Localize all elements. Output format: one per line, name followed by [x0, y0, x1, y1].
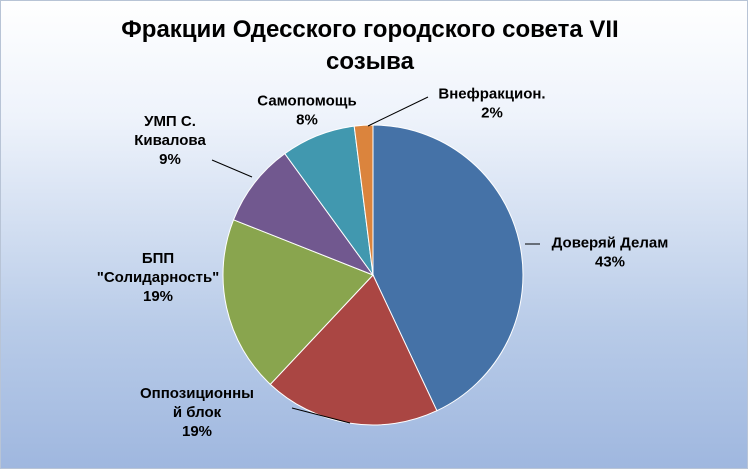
chart-title-line-1: Фракции Одесского городского совета VII — [121, 16, 619, 43]
pie-slice-внефракцион — [353, 124, 374, 276]
pie-slice-доверяй-делам — [372, 124, 524, 412]
data-label-умп-с-кивалова: УМП С. Кивалова 9% — [134, 113, 206, 168]
leader-line-оппозиционный-блок — [291, 407, 351, 424]
chart-title-line-2: созыва — [326, 48, 414, 75]
leader-line-внефракцион — [367, 96, 429, 127]
data-label-внефракцион: Внефракцион. 2% — [438, 86, 545, 122]
pie-slice-бпп-солидарность — [222, 219, 374, 386]
data-label-оппозиционный-блок: Оппозиционны й блок 19% — [140, 385, 254, 440]
pie-slice-умп-с-кивалова — [232, 152, 375, 277]
leader-line-умп-с-кивалова — [211, 159, 253, 178]
data-label-самопомощь: Самопомощь 8% — [257, 93, 356, 129]
data-label-доверяй-делам: Доверяй Делам 43% — [552, 235, 669, 271]
data-label-бпп-солидарность: БПП "Солидарность" 19% — [97, 250, 220, 305]
chart-title: Фракции Одесского городского совета VII … — [60, 14, 680, 78]
